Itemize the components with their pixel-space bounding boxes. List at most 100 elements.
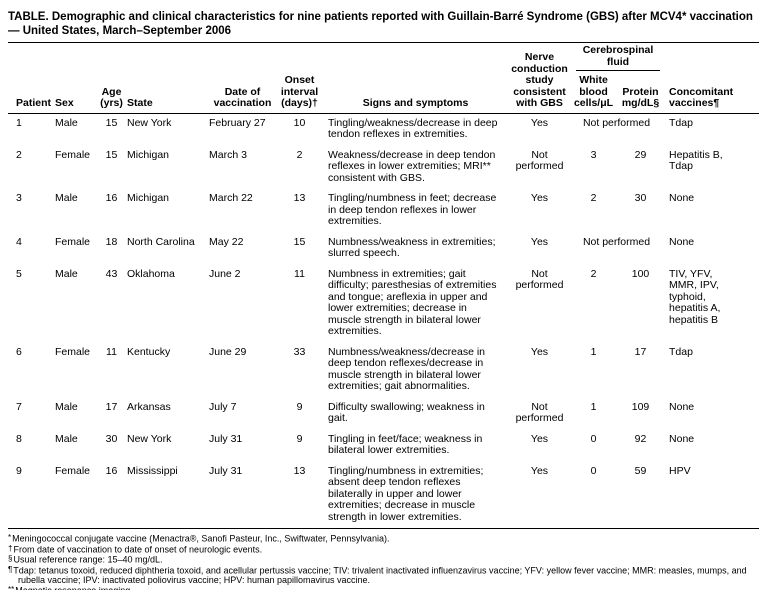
cell-vaccines: HPV [669,464,691,477]
cell-wbc: 0 [590,432,597,445]
header-row-top: Patient Sex Age (yrs) State Date of vacc… [8,43,759,109]
cell-protein: 30 [634,192,647,204]
col-header-onset-interval: Onset interval (days)† [280,74,319,109]
cell-vaccines: None [669,432,695,445]
cell-vaccination-date: May 22 [209,235,244,248]
table-row: 1 Male 15 New York February 27 10 Tingli… [8,113,759,146]
cell-onset-interval: 13 [293,192,306,204]
col-header-wbc: White blood cells/μL [573,74,614,109]
cell-nerve-conduction: Yes [530,345,549,358]
table-body: 1 Male 15 New York February 27 10 Tingli… [8,113,759,529]
cell-protein: 92 [634,432,647,445]
cell-nerve-conduction: Not performed [515,148,564,172]
cell-vaccines: Hepatitis B, Tdap [669,148,723,172]
cell-state: New York [127,116,172,129]
cell-vaccination-date: July 31 [209,432,243,445]
cell-age: 17 [105,400,118,413]
cell-sex: Male [55,400,78,413]
cell-wbc: 0 [590,464,597,477]
footnote: *Meningococcal conjugate vaccine (Menact… [8,533,759,544]
cell-nerve-conduction: Yes [530,116,549,129]
table-row: 2 Female 15 Michigan March 3 2 Weakness/… [8,146,759,190]
col-header-protein: Protein mg/dL§ [621,85,660,109]
cell-patient: 5 [16,267,22,280]
table-row: 6 Female 11 Kentucky June 29 33 Numbness… [8,343,759,398]
footnote-marker: * [8,533,12,542]
col-header-sex: Sex [55,97,74,109]
cell-age: 15 [105,116,118,129]
cell-onset-interval: 10 [293,116,306,129]
cell-age: 16 [105,192,118,204]
cell-wbc: 2 [590,267,597,280]
cell-sex: Female [55,345,91,358]
cell-age: 30 [105,432,118,445]
cell-vaccines: None [669,235,695,248]
footnote-text: Usual reference range: 15–40 mg/dL. [13,554,163,565]
table-row: 3 Male 16 Michigan March 22 13 Tingling/… [8,189,759,233]
footnote-marker: † [8,543,13,553]
table-row: 9 Female 16 Mississippi July 31 13 Tingl… [8,462,759,529]
cell-age: 15 [105,148,118,161]
cell-protein: 17 [634,345,647,358]
cell-nerve-conduction: Not performed [515,400,564,424]
cell-signs: Weakness/decrease in deep tendon reflexe… [328,148,496,184]
table-row: 7 Male 17 Arkansas July 7 9 Difficulty s… [8,398,759,430]
cell-state: Michigan [127,148,170,161]
cell-signs: Numbness/weakness/decrease in deep tendo… [328,345,485,392]
footnote: ¶Tdap: tetanus toxoid, reduced diphtheri… [8,565,759,586]
footnotes: *Meningococcal conjugate vaccine (Menact… [8,529,759,590]
cell-vaccines: None [669,400,695,413]
footnote-marker: ¶ [8,564,13,574]
footnote-marker: ** [8,585,15,590]
col-header-patient: Patient [16,97,52,109]
cell-age: 43 [105,267,118,280]
cell-age: 18 [105,235,118,248]
header-row-sub: White blood cells/μL Protein mg/dL§ [8,71,759,113]
col-header-nerve-conduction: Nerve conduction study consistent with G… [511,51,568,109]
cell-wbc: 3 [590,148,597,161]
cell-protein: 100 [631,267,650,280]
cell-onset-interval: 33 [293,345,306,358]
cell-signs: Tingling/numbness in feet; decrease in d… [328,192,497,227]
footnote-text: Tdap: tetanus toxoid, reduced diphtheria… [13,565,747,585]
cell-state: Mississippi [127,464,178,477]
cell-protein: 109 [631,400,650,413]
cell-nerve-conduction: Yes [530,192,549,204]
cell-sex: Male [55,432,78,445]
cell-onset-interval: 9 [296,400,303,413]
cell-onset-interval: 15 [293,235,306,248]
col-header-signs: Signs and symptoms [362,97,469,109]
cell-protein: 29 [634,148,647,161]
cell-vaccination-date: July 7 [209,400,237,413]
table-row: 8 Male 30 New York July 31 9 Tingling in… [8,430,759,462]
cell-nerve-conduction: Yes [530,432,549,445]
cell-vaccination-date: February 27 [209,116,266,129]
footnote: §Usual reference range: 15–40 mg/dL. [8,554,759,565]
col-header-vaccines: Concomitant vaccines¶ [669,85,734,109]
table-title: TABLE. Demographic and clinical characte… [8,8,759,43]
footnote-text: Meningococcal conjugate vaccine (Menactr… [12,533,390,544]
cell-patient: 8 [16,432,22,445]
cell-csf-not-performed: Not performed [582,116,651,129]
cell-vaccination-date: March 22 [209,192,253,204]
cell-vaccination-date: March 3 [209,148,247,161]
cell-patient: 4 [16,235,22,248]
cell-csf-not-performed: Not performed [582,235,651,248]
cell-vaccination-date: July 31 [209,464,243,477]
footnote-marker: § [8,554,13,563]
cell-state: New York [127,432,172,445]
footnote: †From date of vaccination to date of ons… [8,544,759,555]
cell-patient: 7 [16,400,22,413]
footnote: **Magnetic resonance imaging. [8,585,759,590]
col-header-age: Age (yrs) [100,85,123,109]
cell-signs: Numbness/weakness in extremities; slurre… [328,235,496,259]
cell-patient: 6 [16,345,22,358]
cell-signs: Difficulty swallowing; weakness in gait. [328,400,485,424]
cell-nerve-conduction: Yes [530,464,549,477]
table-row: 4 Female 18 North Carolina May 22 15 Num… [8,233,759,265]
cell-state: Kentucky [127,345,171,358]
cell-vaccines: TIV, YFV, MMR, IPV, typhoid, hepatitis A… [669,267,721,326]
cell-onset-interval: 2 [296,148,303,161]
cell-patient: 2 [16,148,22,161]
